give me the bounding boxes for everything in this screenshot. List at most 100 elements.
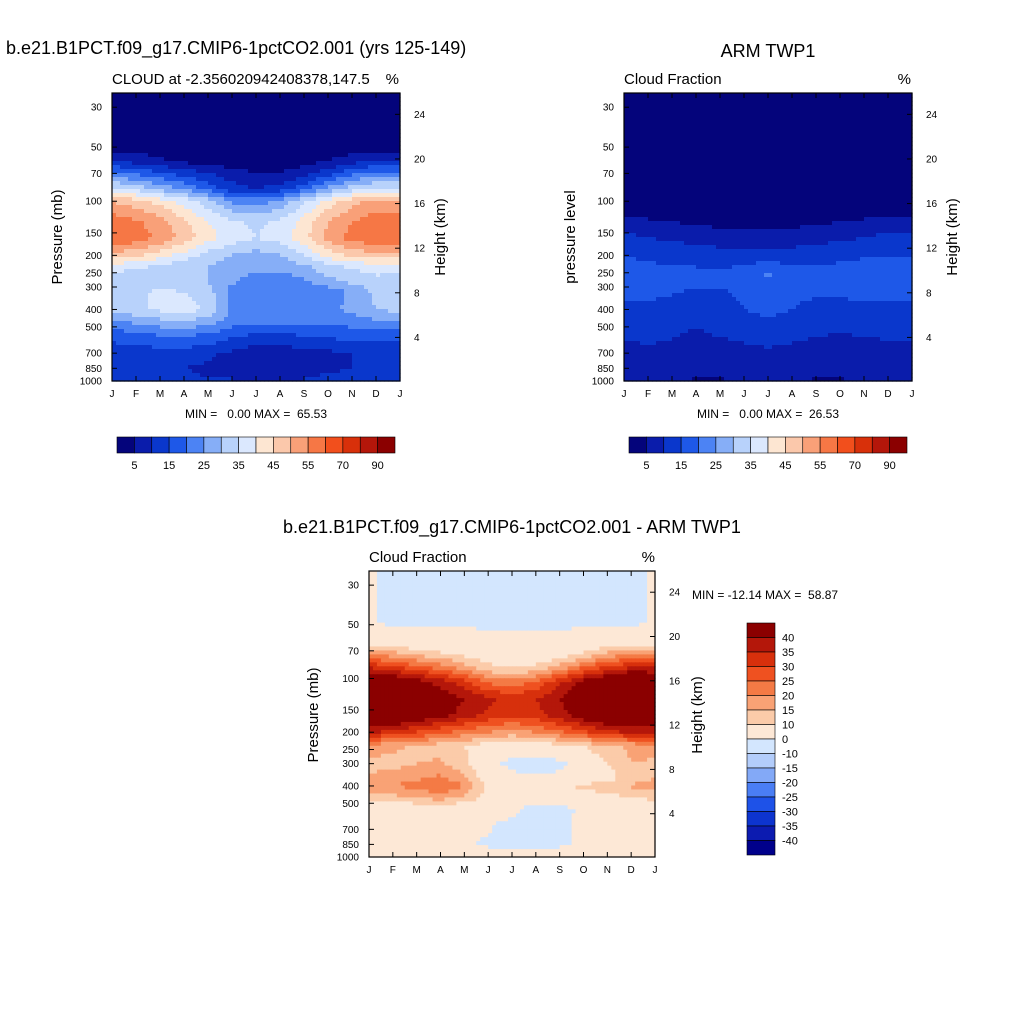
x-tick-label: D <box>884 389 891 400</box>
colorbar-swatch <box>746 622 776 638</box>
y-tick-label: 250 <box>342 745 359 756</box>
contour-field <box>369 571 656 858</box>
colorbar-swatch <box>746 680 776 696</box>
colorbar-label: 20 <box>782 691 794 703</box>
colorbar-swatch <box>746 709 776 725</box>
y-tick-label: 200 <box>85 251 102 262</box>
colorbar-label: 15 <box>782 705 794 717</box>
colorbar-swatch <box>746 825 776 841</box>
y-tick-label: 400 <box>85 305 102 316</box>
x-tick-label: O <box>580 865 588 876</box>
x-tick-label: M <box>156 389 164 400</box>
y-tick-label: 500 <box>597 322 614 333</box>
x-tick-label: J <box>510 865 515 876</box>
colorbar-swatch <box>746 840 776 856</box>
x-tick-label: J <box>653 865 658 876</box>
panel-difference-y-axis-title: Pressure (mb) <box>305 667 322 762</box>
y-tick-label: 150 <box>342 705 359 716</box>
colorbar-label: -30 <box>782 807 798 819</box>
colorbar-swatch <box>238 436 257 454</box>
colorbar-label: 0 <box>782 734 788 746</box>
x-tick-label: A <box>532 865 539 876</box>
y-tick-label: 850 <box>342 840 359 851</box>
x-tick-label: D <box>628 865 635 876</box>
panel-difference-min-max: MIN = -12.14 MAX = 58.87 <box>692 588 838 602</box>
colorbar-swatch <box>746 637 776 653</box>
colorbar-label: 35 <box>745 460 757 472</box>
colorbar-label: -40 <box>782 836 798 848</box>
panel-model-contour-plot: J F M A M J J A S O N D J 30 50 70 100 150 200 250 300 400 500… <box>80 92 426 400</box>
colorbar-swatch <box>746 767 776 783</box>
x-tick-label: J <box>110 389 115 400</box>
y-tick-label: 200 <box>342 728 359 739</box>
panel-difference: b.e21.B1PCT.f09_g17.CMIP6-1pctCO2.001 - … <box>283 517 838 876</box>
panel-model-units: % <box>386 71 399 88</box>
colorbar-swatch <box>628 436 647 454</box>
y2-tick-label: 24 <box>669 588 681 599</box>
panel-observation-units: % <box>898 71 911 88</box>
panel-difference-contour-plot: J F M A M J J A S O N D J 30 50 70 100 150 200 250 300 400 500… <box>337 570 681 876</box>
colorbar-swatch <box>802 436 821 454</box>
x-tick-label: M <box>460 865 468 876</box>
colorbar-swatch <box>746 796 776 812</box>
x-tick-label: J <box>766 389 771 400</box>
y-tick-label: 100 <box>342 674 359 685</box>
panel-model-title: b.e21.B1PCT.f09_g17.CMIP6-1pctCO2.001 (y… <box>6 38 466 59</box>
y2-tick-label: 24 <box>926 110 938 121</box>
colorbar-label: -35 <box>782 821 798 833</box>
colorbar-swatch <box>750 436 769 454</box>
colorbar-swatch <box>663 436 682 454</box>
x-tick-label: M <box>204 389 212 400</box>
colorbar-swatch <box>732 436 751 454</box>
y-tick-label: 300 <box>342 759 359 770</box>
x-tick-label: N <box>860 389 867 400</box>
colorbar-swatch <box>746 753 776 769</box>
colorbar-swatch <box>186 436 205 454</box>
panel-observation-y2-axis-title: Height (km) <box>944 198 961 276</box>
x-tick-label: J <box>910 389 915 400</box>
y-tick-label: 200 <box>597 251 614 262</box>
y-tick-label: 700 <box>597 349 614 360</box>
x-tick-label: A <box>693 389 700 400</box>
colorbar-label: 70 <box>849 460 861 472</box>
y-tick-label: 50 <box>348 620 360 631</box>
y2-tick-label: 12 <box>414 244 426 255</box>
x-tick-label: J <box>742 389 747 400</box>
colorbar-swatch <box>273 436 292 454</box>
y-tick-label: 30 <box>91 103 103 114</box>
y-tick-label: 250 <box>597 268 614 279</box>
x-tick-label: A <box>789 389 796 400</box>
panel-difference-title: b.e21.B1PCT.f09_g17.CMIP6-1pctCO2.001 - … <box>283 517 741 538</box>
colorbar-label: 30 <box>782 662 794 674</box>
y2-tick-label: 16 <box>414 199 426 210</box>
colorbar-label: 90 <box>372 460 384 472</box>
colorbar-swatch <box>854 436 873 454</box>
y-tick-label: 150 <box>597 228 614 239</box>
y2-tick-label: 20 <box>926 154 938 165</box>
y-tick-label: 1000 <box>592 377 615 388</box>
colorbar-swatch <box>255 436 274 454</box>
y2-tick-label: 16 <box>926 199 938 210</box>
panel-observation-colorbar: 5 15 25 35 45 55 70 90 <box>628 436 908 472</box>
colorbar-label: -15 <box>782 763 798 775</box>
panel-difference-variable-label: Cloud Fraction <box>369 549 467 566</box>
colorbar-label: 25 <box>782 676 794 688</box>
y-tick-label: 70 <box>348 646 360 657</box>
y-tick-label: 150 <box>85 228 102 239</box>
colorbar-label: 15 <box>675 460 687 472</box>
colorbar-label: 5 <box>643 460 649 472</box>
colorbar-swatch <box>698 436 717 454</box>
colorbar-swatch <box>819 436 838 454</box>
x-tick-label: A <box>437 865 444 876</box>
y2-tick-label: 8 <box>414 288 420 299</box>
panel-observation-y-axis-title: pressure level <box>562 190 579 283</box>
y2-tick-label: 4 <box>926 333 932 344</box>
y2-tick-label: 8 <box>926 288 932 299</box>
y-tick-label: 100 <box>85 197 102 208</box>
x-tick-label: F <box>645 389 651 400</box>
panel-difference-colorbar: 40 35 30 25 20 15 10 0 -10 -15 -20 -25 -30 -35 -40 <box>746 622 798 856</box>
y2-tick-label: 12 <box>926 244 938 255</box>
x-tick-label: D <box>372 389 379 400</box>
y-tick-label: 400 <box>342 781 359 792</box>
